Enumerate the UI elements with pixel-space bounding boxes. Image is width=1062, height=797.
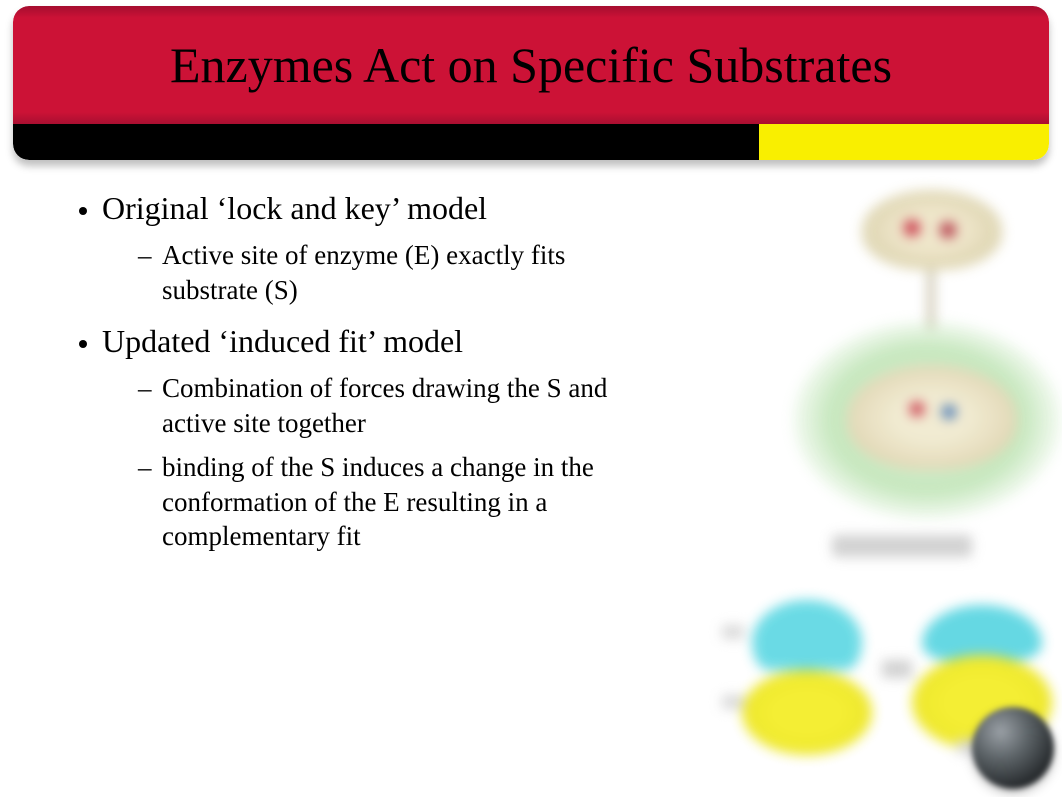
slide-title: Enzymes Act on Specific Substrates xyxy=(13,6,1049,124)
diagram-caption-placeholder xyxy=(832,535,972,557)
banner-yellow-strip xyxy=(759,124,1049,160)
corner-orb-icon xyxy=(972,707,1054,789)
bullet-item: Updated ‘induced fit’ model Combination … xyxy=(102,321,628,554)
sub-bullet-list: Active site of enzyme (E) exactly fits s… xyxy=(102,238,628,307)
diagram-label-placeholder xyxy=(722,695,744,709)
banner-black-strip xyxy=(13,124,759,160)
diagram-dot xyxy=(942,405,956,419)
diagram-dot xyxy=(904,220,920,236)
sub-bullet-item: binding of the S induces a change in the… xyxy=(138,450,628,554)
bullet-text: Updated ‘induced fit’ model xyxy=(102,323,463,359)
diagram-dot xyxy=(910,402,924,416)
diagram-substrate-cyan xyxy=(922,605,1042,660)
sub-bullet-item: Combination of forces drawing the S and … xyxy=(138,371,628,440)
bullet-text: Original ‘lock and key’ model xyxy=(102,190,487,226)
diagram-enzyme-mid xyxy=(847,365,1017,470)
sub-bullet-list: Combination of forces drawing the S and … xyxy=(102,371,628,554)
diagram-enzyme-top xyxy=(862,190,1002,270)
sub-bullet-item: Active site of enzyme (E) exactly fits s… xyxy=(138,238,628,307)
diagram-label-placeholder xyxy=(722,625,744,639)
diagram-arrow-placeholder xyxy=(882,660,912,678)
diagram-enzyme-yellow xyxy=(742,670,872,755)
diagram-blurred xyxy=(682,170,1062,790)
bullet-list: Original ‘lock and key’ model Active sit… xyxy=(68,188,628,554)
diagram-substrate-cyan xyxy=(752,600,862,670)
title-banner: Enzymes Act on Specific Substrates xyxy=(13,6,1049,160)
bullet-item: Original ‘lock and key’ model Active sit… xyxy=(102,188,628,307)
content-area: Original ‘lock and key’ model Active sit… xyxy=(68,188,628,568)
diagram-dot xyxy=(940,222,956,238)
